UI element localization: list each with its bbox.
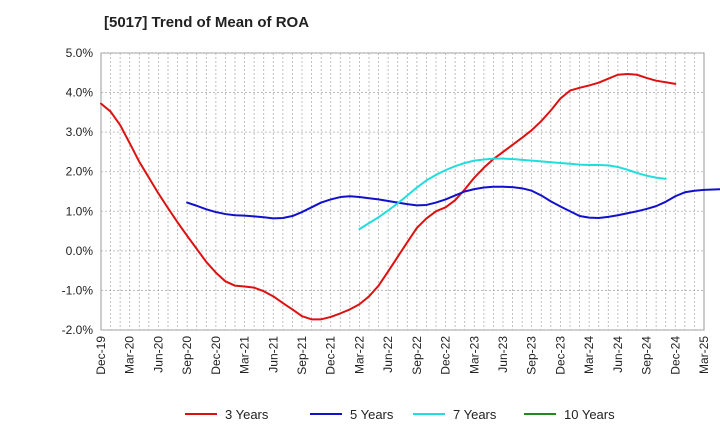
y-tick-label: 2.0% bbox=[66, 165, 94, 179]
chart-title: [5017] Trend of Mean of ROA bbox=[104, 14, 310, 31]
legend-label: 3 Years bbox=[225, 407, 269, 422]
x-tick-label: Sep-21 bbox=[295, 336, 309, 375]
x-tick-label: Dec-19 bbox=[94, 336, 108, 375]
legend-label: 7 Years bbox=[453, 407, 497, 422]
x-tick-label: Mar-21 bbox=[238, 336, 252, 374]
series-line bbox=[358, 157, 667, 231]
legend-label: 5 Years bbox=[350, 407, 394, 422]
x-tick-label: Jun-20 bbox=[151, 336, 165, 373]
x-tick-label: Jun-23 bbox=[496, 336, 510, 373]
x-tick-label: Dec-20 bbox=[209, 336, 223, 375]
x-tick-label: Mar-25 bbox=[697, 336, 711, 374]
x-tick-label: Mar-22 bbox=[352, 336, 366, 374]
x-tick-label: Mar-23 bbox=[467, 336, 481, 374]
y-tick-label: 3.0% bbox=[66, 125, 94, 139]
x-tick-label: Dec-23 bbox=[553, 336, 567, 375]
y-tick-label: 0.0% bbox=[66, 244, 94, 258]
x-tick-label: Sep-20 bbox=[180, 336, 194, 375]
x-tick-label: Mar-20 bbox=[123, 336, 137, 374]
x-tick-label: Jun-24 bbox=[611, 336, 625, 373]
y-tick-label: -2.0% bbox=[62, 323, 94, 337]
y-tick-label: 4.0% bbox=[66, 86, 94, 100]
x-tick-label: Sep-23 bbox=[525, 336, 539, 375]
x-tick-label: Dec-21 bbox=[324, 336, 338, 375]
series-line bbox=[100, 72, 677, 321]
y-tick-label: 5.0% bbox=[66, 46, 94, 60]
x-tick-label: Mar-24 bbox=[582, 336, 596, 374]
x-tick-label: Sep-22 bbox=[410, 336, 424, 375]
y-tick-label: 1.0% bbox=[66, 204, 94, 218]
x-tick-label: Jun-21 bbox=[266, 336, 280, 373]
plot-area bbox=[100, 52, 705, 331]
legend-label: 10 Years bbox=[564, 407, 615, 422]
series-line bbox=[186, 185, 720, 220]
x-tick-label: Dec-22 bbox=[439, 336, 453, 375]
x-tick-label: Dec-24 bbox=[668, 336, 682, 375]
y-tick-label: -1.0% bbox=[62, 283, 94, 297]
x-tick-label: Jun-22 bbox=[381, 336, 395, 373]
x-tick-label: Sep-24 bbox=[640, 336, 654, 375]
